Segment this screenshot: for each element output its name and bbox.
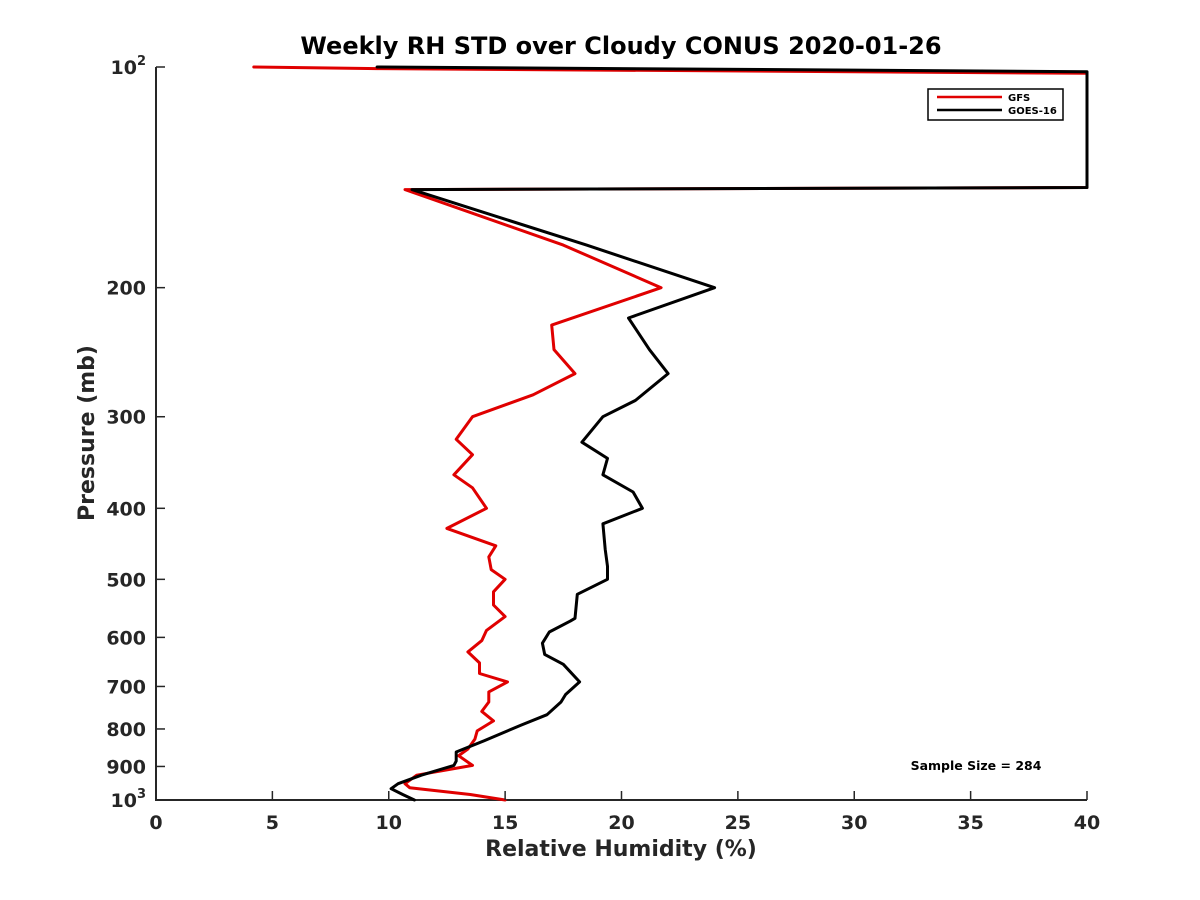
x-tick-label: 40: [1074, 812, 1100, 834]
series-layer: [252, 65, 1089, 802]
y-tick-label: 300: [106, 407, 146, 429]
x-axis: 0 5 10 15 20 25 30 35 40: [149, 791, 1100, 834]
x-tick-label: 10: [376, 812, 402, 834]
x-tick-label: 35: [957, 812, 983, 834]
y-tick-label: 200: [106, 278, 146, 300]
y-tick-label: 103: [111, 787, 147, 812]
plot-area: [155, 65, 1089, 802]
y-tick-label: 800: [106, 719, 146, 741]
legend: GFS GOES-16: [927, 88, 1064, 121]
series-line-gfs: [252, 65, 1089, 802]
y-tick-label: 500: [106, 569, 146, 591]
x-axis-label: Relative Humidity (%): [485, 837, 757, 862]
y-tick-label: 900: [106, 756, 146, 778]
y-axis-label: Pressure (mb): [75, 345, 100, 521]
x-tick-label: 15: [492, 812, 518, 834]
sample-size-annotation: Sample Size = 284: [911, 758, 1042, 773]
series-line-goes16: [375, 65, 1089, 802]
x-tick-label: 0: [149, 812, 162, 834]
y-tick-label: 400: [106, 498, 146, 520]
y-tick-label: 102: [111, 54, 147, 79]
x-tick-label: 20: [608, 812, 634, 834]
legend-label-goes16: GOES-16: [1008, 106, 1057, 117]
y-tick-label: 600: [106, 627, 146, 649]
legend-label-gfs: GFS: [1008, 93, 1030, 104]
x-tick-label: 25: [725, 812, 751, 834]
chart-title: Weekly RH STD over Cloudy CONUS 2020-01-…: [300, 32, 941, 60]
x-tick-label: 30: [841, 812, 867, 834]
y-tick-label: 700: [106, 676, 146, 698]
y-axis: 102 200 300 400 500 600 700 800 900 103: [106, 54, 165, 812]
legend-box: [927, 88, 1064, 121]
x-tick-label: 5: [266, 812, 279, 834]
plot-box: [155, 67, 1087, 801]
